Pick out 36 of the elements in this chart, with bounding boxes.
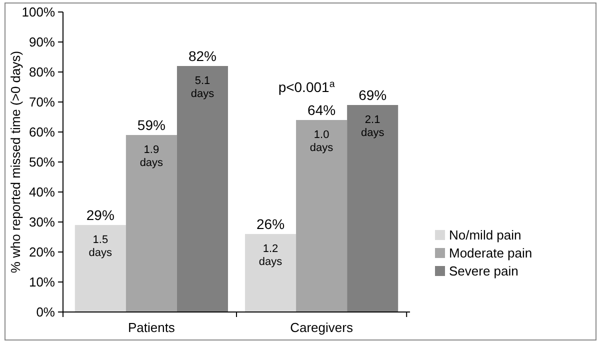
annotation: 1.2 days <box>258 243 283 268</box>
y-tick-label: 40% <box>28 184 56 200</box>
y-tick-label: 0% <box>36 304 56 320</box>
y-tick-label: 60% <box>28 124 56 140</box>
y-tick-label: 50% <box>28 154 56 170</box>
annotation: p<0.001$^{a}$ <box>278 78 336 95</box>
data-label: 59% <box>137 117 166 133</box>
data-label: 64% <box>308 102 336 118</box>
y-tick-label: 90% <box>28 34 56 50</box>
bar <box>74 225 126 312</box>
y-tick-label: 30% <box>28 214 56 230</box>
bar <box>245 234 296 312</box>
data-label: 29% <box>86 207 114 223</box>
annotation: 1.0 days <box>310 129 334 154</box>
bar <box>126 135 177 312</box>
y-tick-label: 10% <box>28 274 56 290</box>
legend-label: Severe pain <box>449 264 518 279</box>
y-tick-label: 20% <box>28 244 56 260</box>
y-tick-label: 80% <box>28 64 56 80</box>
legend-label: No/mild pain <box>449 228 522 243</box>
x-tick-label: Caregivers <box>290 320 354 335</box>
annotation: 2.1 days <box>360 114 385 139</box>
bar <box>347 105 398 312</box>
y-axis-title: % who reported missed time (>0 days) <box>8 50 23 274</box>
annotation: 5.1 days <box>190 75 215 100</box>
data-label: 82% <box>188 48 216 64</box>
data-label: 26% <box>256 216 285 232</box>
annotation: 1.9 days <box>140 144 164 169</box>
bar <box>296 120 348 312</box>
y-tick-label: 70% <box>28 94 56 110</box>
x-tick-label: Patients <box>128 320 176 335</box>
legend-label: Moderate pain <box>449 246 532 261</box>
data-label: 69% <box>358 87 387 103</box>
annotation: 1.5 days <box>88 234 113 259</box>
y-tick-label: 100% <box>22 4 56 20</box>
bar <box>176 66 228 312</box>
